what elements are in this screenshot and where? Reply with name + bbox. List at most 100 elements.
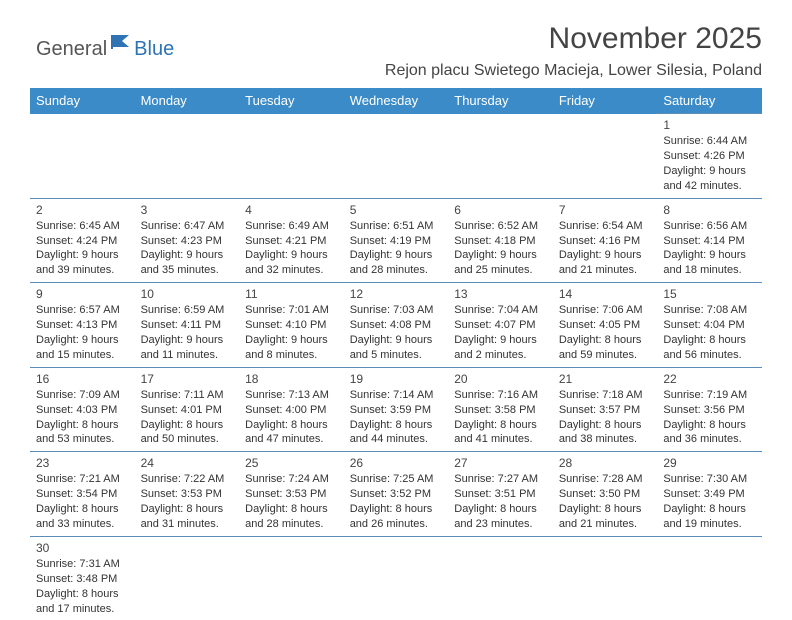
day-number: 28 <box>559 455 652 471</box>
logo: General Blue <box>36 38 174 61</box>
sunset-line: Sunset: 4:24 PM <box>36 234 129 249</box>
daylight-line-1: Daylight: 9 hours <box>36 333 129 348</box>
calendar-cell <box>135 114 240 199</box>
day-number: 13 <box>454 286 547 302</box>
daylight-line-1: Daylight: 8 hours <box>141 418 234 433</box>
calendar-cell: 30Sunrise: 7:31 AMSunset: 3:48 PMDayligh… <box>30 536 135 620</box>
day-number: 24 <box>141 455 234 471</box>
day-number: 18 <box>245 371 338 387</box>
calendar-cell: 18Sunrise: 7:13 AMSunset: 4:00 PMDayligh… <box>239 367 344 452</box>
sunset-line: Sunset: 3:53 PM <box>141 487 234 502</box>
logo-text-blue: Blue <box>134 38 174 61</box>
day-number: 26 <box>350 455 443 471</box>
daylight-line-2: and 11 minutes. <box>141 348 234 363</box>
daylight-line-1: Daylight: 8 hours <box>663 502 756 517</box>
sunset-line: Sunset: 3:58 PM <box>454 403 547 418</box>
calendar-cell <box>657 536 762 620</box>
daylight-line-2: and 59 minutes. <box>559 348 652 363</box>
daylight-line-2: and 42 minutes. <box>663 179 756 194</box>
sunrise-line: Sunrise: 6:44 AM <box>663 134 756 149</box>
sunset-line: Sunset: 4:23 PM <box>141 234 234 249</box>
calendar-cell: 25Sunrise: 7:24 AMSunset: 3:53 PMDayligh… <box>239 452 344 537</box>
location-subtitle: Rejon placu Swietego Macieja, Lower Sile… <box>30 62 762 80</box>
calendar-cell <box>448 536 553 620</box>
calendar-cell: 29Sunrise: 7:30 AMSunset: 3:49 PMDayligh… <box>657 452 762 537</box>
daylight-line-2: and 47 minutes. <box>245 432 338 447</box>
daylight-line-2: and 21 minutes. <box>559 263 652 278</box>
daylight-line-1: Daylight: 9 hours <box>350 333 443 348</box>
day-number: 22 <box>663 371 756 387</box>
sunrise-line: Sunrise: 7:01 AM <box>245 303 338 318</box>
daylight-line-2: and 2 minutes. <box>454 348 547 363</box>
sunset-line: Sunset: 3:48 PM <box>36 572 129 587</box>
daylight-line-1: Daylight: 8 hours <box>36 502 129 517</box>
logo-text-general: General <box>36 38 107 61</box>
daylight-line-2: and 19 minutes. <box>663 517 756 532</box>
day-number: 23 <box>36 455 129 471</box>
sunset-line: Sunset: 4:05 PM <box>559 318 652 333</box>
calendar-row: 23Sunrise: 7:21 AMSunset: 3:54 PMDayligh… <box>30 452 762 537</box>
sunrise-line: Sunrise: 7:13 AM <box>245 388 338 403</box>
calendar-cell: 15Sunrise: 7:08 AMSunset: 4:04 PMDayligh… <box>657 283 762 368</box>
sunset-line: Sunset: 4:14 PM <box>663 234 756 249</box>
calendar-row: 2Sunrise: 6:45 AMSunset: 4:24 PMDaylight… <box>30 198 762 283</box>
daylight-line-2: and 28 minutes. <box>245 517 338 532</box>
sunset-line: Sunset: 4:19 PM <box>350 234 443 249</box>
daylight-line-2: and 33 minutes. <box>36 517 129 532</box>
daylight-line-1: Daylight: 8 hours <box>36 418 129 433</box>
daylight-line-2: and 50 minutes. <box>141 432 234 447</box>
calendar-cell: 13Sunrise: 7:04 AMSunset: 4:07 PMDayligh… <box>448 283 553 368</box>
calendar-cell <box>344 114 449 199</box>
day-number: 12 <box>350 286 443 302</box>
daylight-line-1: Daylight: 8 hours <box>141 502 234 517</box>
calendar-cell: 8Sunrise: 6:56 AMSunset: 4:14 PMDaylight… <box>657 198 762 283</box>
calendar-cell: 11Sunrise: 7:01 AMSunset: 4:10 PMDayligh… <box>239 283 344 368</box>
sunrise-line: Sunrise: 6:51 AM <box>350 219 443 234</box>
calendar-cell <box>553 114 658 199</box>
calendar-cell: 22Sunrise: 7:19 AMSunset: 3:56 PMDayligh… <box>657 367 762 452</box>
sunrise-line: Sunrise: 7:16 AM <box>454 388 547 403</box>
sunrise-line: Sunrise: 6:45 AM <box>36 219 129 234</box>
sunrise-line: Sunrise: 7:28 AM <box>559 472 652 487</box>
sunrise-line: Sunrise: 7:09 AM <box>36 388 129 403</box>
daylight-line-2: and 15 minutes. <box>36 348 129 363</box>
calendar-cell: 4Sunrise: 6:49 AMSunset: 4:21 PMDaylight… <box>239 198 344 283</box>
day-number: 5 <box>350 202 443 218</box>
calendar-cell: 14Sunrise: 7:06 AMSunset: 4:05 PMDayligh… <box>553 283 658 368</box>
day-number: 4 <box>245 202 338 218</box>
daylight-line-1: Daylight: 9 hours <box>350 248 443 263</box>
calendar-cell: 6Sunrise: 6:52 AMSunset: 4:18 PMDaylight… <box>448 198 553 283</box>
sunrise-line: Sunrise: 6:49 AM <box>245 219 338 234</box>
calendar-cell: 7Sunrise: 6:54 AMSunset: 4:16 PMDaylight… <box>553 198 658 283</box>
daylight-line-1: Daylight: 8 hours <box>245 418 338 433</box>
sunrise-line: Sunrise: 7:04 AM <box>454 303 547 318</box>
sunrise-line: Sunrise: 6:52 AM <box>454 219 547 234</box>
daylight-line-2: and 23 minutes. <box>454 517 547 532</box>
sunset-line: Sunset: 4:21 PM <box>245 234 338 249</box>
sunrise-line: Sunrise: 7:30 AM <box>663 472 756 487</box>
sunrise-line: Sunrise: 7:19 AM <box>663 388 756 403</box>
daylight-line-2: and 35 minutes. <box>141 263 234 278</box>
sunset-line: Sunset: 4:13 PM <box>36 318 129 333</box>
sunset-line: Sunset: 4:00 PM <box>245 403 338 418</box>
daylight-line-1: Daylight: 8 hours <box>663 418 756 433</box>
calendar-cell: 19Sunrise: 7:14 AMSunset: 3:59 PMDayligh… <box>344 367 449 452</box>
sunrise-line: Sunrise: 6:59 AM <box>141 303 234 318</box>
sunset-line: Sunset: 4:11 PM <box>141 318 234 333</box>
daylight-line-1: Daylight: 8 hours <box>454 502 547 517</box>
flag-icon <box>111 33 133 54</box>
calendar-cell: 27Sunrise: 7:27 AMSunset: 3:51 PMDayligh… <box>448 452 553 537</box>
calendar-cell: 3Sunrise: 6:47 AMSunset: 4:23 PMDaylight… <box>135 198 240 283</box>
day-number: 8 <box>663 202 756 218</box>
daylight-line-1: Daylight: 9 hours <box>559 248 652 263</box>
daylight-line-2: and 38 minutes. <box>559 432 652 447</box>
daylight-line-1: Daylight: 9 hours <box>663 164 756 179</box>
day-header: Sunday <box>30 88 135 114</box>
daylight-line-1: Daylight: 8 hours <box>350 418 443 433</box>
day-number: 30 <box>36 540 129 556</box>
sunset-line: Sunset: 3:52 PM <box>350 487 443 502</box>
daylight-line-1: Daylight: 9 hours <box>141 248 234 263</box>
sunrise-line: Sunrise: 7:14 AM <box>350 388 443 403</box>
calendar-cell: 24Sunrise: 7:22 AMSunset: 3:53 PMDayligh… <box>135 452 240 537</box>
daylight-line-1: Daylight: 8 hours <box>663 333 756 348</box>
